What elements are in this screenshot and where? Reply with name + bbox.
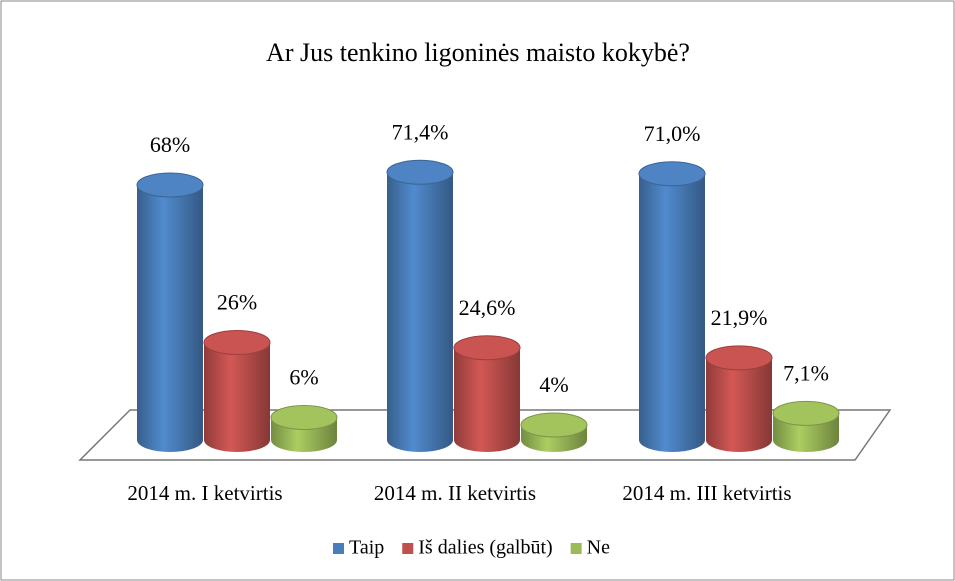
x-tick-label: 2014 m. I ketvirtis (127, 481, 282, 505)
bar (705, 345, 773, 452)
value-label: 68% (150, 132, 190, 157)
chart-title: Ar Jus tenkino ligoninės maisto kokybė? (266, 38, 690, 67)
x-tick-label: 2014 m. III ketvirtis (622, 481, 791, 505)
bar (772, 400, 840, 452)
bar-body (639, 173, 705, 440)
value-label: 4% (539, 372, 568, 397)
value-label: 7,1% (783, 360, 829, 385)
x-tick-label: 2014 m. II ketvirtis (374, 481, 536, 505)
value-label: 6% (289, 365, 318, 390)
bar-body (204, 342, 270, 440)
bar (203, 330, 271, 452)
bar-top (705, 345, 773, 371)
bar-top (520, 412, 588, 438)
bar-bottom (773, 428, 839, 452)
value-label: 26% (217, 290, 257, 315)
value-label: 21,9% (711, 305, 768, 330)
bar-top (386, 159, 454, 185)
bar-bottom (387, 428, 453, 452)
bar (270, 405, 338, 452)
legend-swatch (333, 543, 344, 554)
legend-label: Iš dalies (galbūt) (418, 537, 552, 559)
bar-bottom (639, 428, 705, 452)
legend-swatch (402, 543, 414, 554)
bar-bottom (137, 428, 203, 452)
bar-body (387, 172, 453, 440)
bar-top (638, 161, 706, 187)
bar (520, 412, 588, 452)
value-label: 71,0% (644, 121, 701, 146)
bar (453, 335, 521, 452)
bar-top (453, 335, 521, 361)
bar-top (772, 400, 840, 426)
bar-body (706, 357, 772, 440)
bar (386, 159, 454, 452)
bar (638, 161, 706, 452)
bar-top (136, 172, 204, 198)
bar-body (137, 185, 203, 440)
legend-swatch (570, 543, 582, 554)
bar-bottom (204, 428, 270, 452)
bar-bottom (271, 428, 337, 452)
legend-label: Ne (587, 537, 610, 559)
bar-top (203, 330, 271, 355)
legend-label: Taip (349, 537, 384, 559)
bar-bottom (706, 428, 772, 452)
bar-body (454, 347, 520, 440)
value-label: 24,6% (459, 295, 516, 320)
value-label: 71,4% (392, 119, 449, 144)
bar-top (270, 405, 338, 430)
bar-bottom (454, 428, 520, 452)
bar (136, 172, 204, 452)
